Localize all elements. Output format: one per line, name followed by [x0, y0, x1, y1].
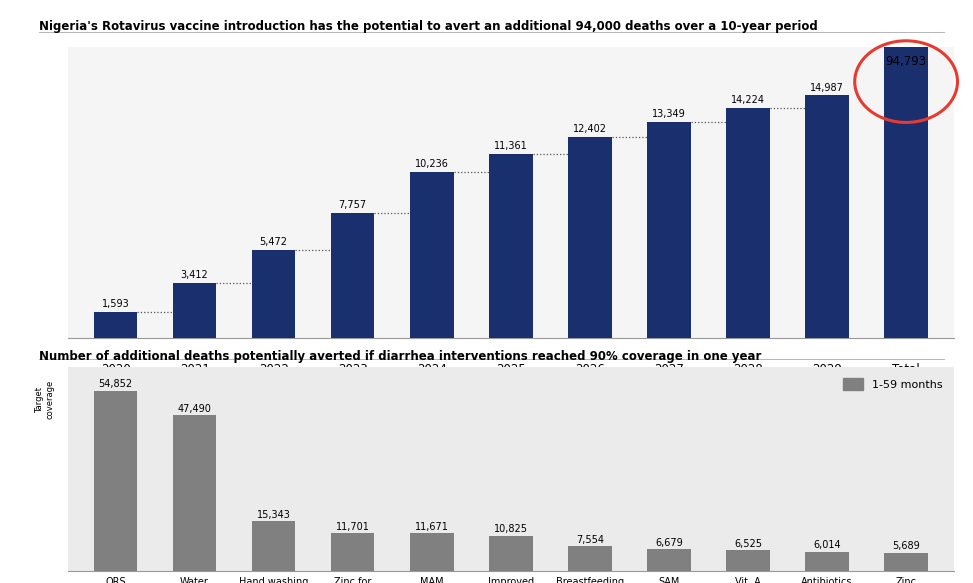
Bar: [410, 533, 453, 571]
Text: 12,402: 12,402: [573, 124, 607, 135]
Bar: [489, 536, 532, 571]
Text: 47,490: 47,490: [178, 404, 211, 414]
Text: 55%: 55%: [102, 390, 128, 400]
Text: 54,852: 54,852: [98, 380, 132, 389]
Bar: [173, 283, 216, 338]
Text: 6,014: 6,014: [813, 540, 841, 550]
Text: 7,554: 7,554: [576, 535, 604, 545]
Bar: [726, 108, 770, 338]
Bar: [331, 213, 375, 338]
Text: 84%: 84%: [813, 390, 841, 400]
Text: 10,236: 10,236: [414, 160, 449, 170]
Bar: [568, 546, 612, 571]
Text: Nigeria's Rotavirus vaccine introduction has the potential to avert an additiona: Nigeria's Rotavirus vaccine introduction…: [39, 20, 817, 33]
Text: 94,793: 94,793: [885, 55, 926, 68]
Bar: [884, 553, 928, 571]
Text: 82%: 82%: [656, 390, 682, 400]
Text: 84%: 84%: [893, 390, 919, 400]
Text: Target
coverage: Target coverage: [35, 380, 54, 420]
Text: 15,343: 15,343: [257, 510, 291, 519]
Bar: [410, 173, 453, 338]
Bar: [93, 391, 137, 571]
Text: 11,361: 11,361: [494, 141, 527, 151]
Text: 11,701: 11,701: [336, 522, 370, 532]
Text: 80%: 80%: [577, 390, 603, 400]
Text: 69%: 69%: [340, 390, 366, 400]
Text: 5,472: 5,472: [260, 237, 288, 247]
Text: 3,412: 3,412: [181, 270, 208, 280]
Bar: [647, 122, 691, 338]
Bar: [884, 0, 928, 338]
Bar: [806, 552, 848, 571]
Legend: 1-59 months: 1-59 months: [838, 373, 948, 395]
Text: 84%: 84%: [735, 390, 761, 400]
Bar: [726, 550, 770, 571]
Text: 14,987: 14,987: [811, 83, 844, 93]
Bar: [647, 549, 691, 571]
Bar: [252, 250, 296, 338]
Text: 7,757: 7,757: [339, 199, 367, 210]
Bar: [568, 138, 612, 338]
Text: 78%: 78%: [497, 390, 524, 400]
Text: Number of additional deaths potentially averted if diarrhea interventions reache: Number of additional deaths potentially …: [39, 350, 761, 363]
Text: 13,349: 13,349: [652, 109, 686, 119]
Bar: [331, 533, 375, 571]
Text: 1,593: 1,593: [101, 300, 129, 310]
Text: 14,224: 14,224: [731, 95, 765, 105]
Text: 6,525: 6,525: [734, 539, 762, 549]
Text: 6,679: 6,679: [655, 538, 683, 548]
Text: 60%: 60%: [181, 390, 208, 400]
Bar: [806, 96, 848, 338]
Text: 10,825: 10,825: [494, 524, 527, 535]
Bar: [252, 521, 296, 571]
Bar: [93, 312, 137, 338]
Bar: [173, 415, 216, 571]
Text: 11,671: 11,671: [414, 522, 449, 532]
Bar: [489, 154, 532, 338]
Text: 73%: 73%: [418, 390, 445, 400]
Text: 65%: 65%: [261, 390, 287, 400]
Text: 5,689: 5,689: [892, 541, 920, 552]
